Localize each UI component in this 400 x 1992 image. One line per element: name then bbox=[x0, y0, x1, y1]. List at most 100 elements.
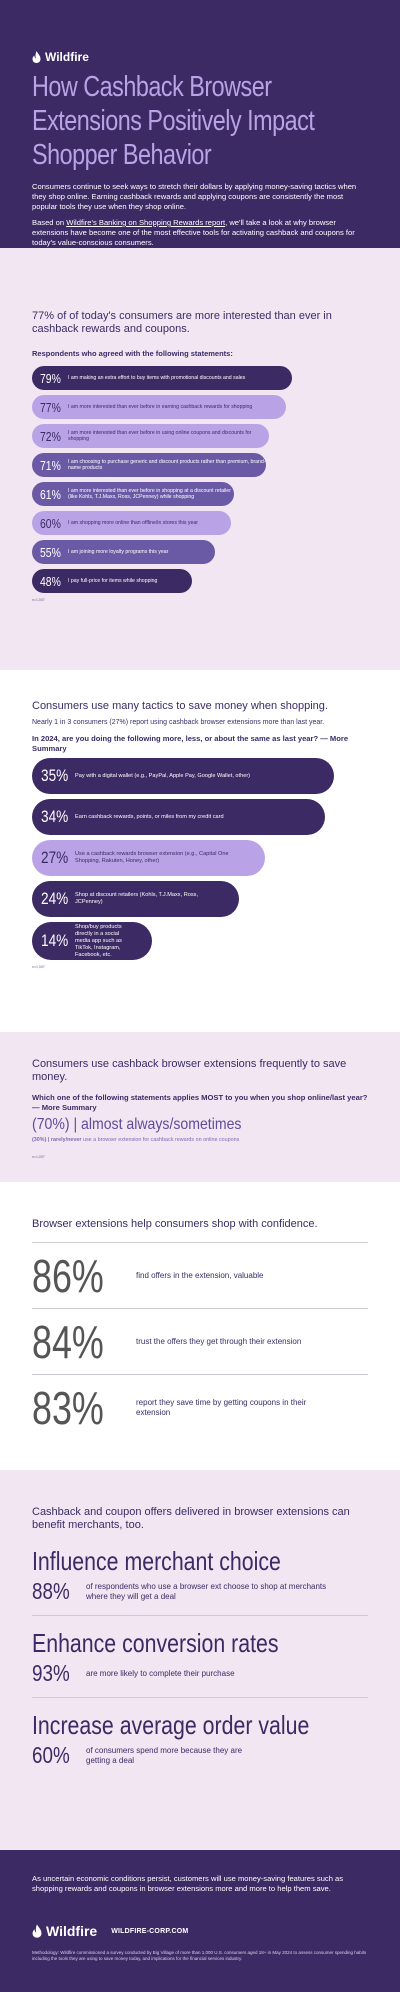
frequency-small-bold: (30%) | rarely/never bbox=[32, 1137, 82, 1143]
tactics-note: Nearly 1 in 3 consumers (27%) report usi… bbox=[32, 719, 325, 726]
header-section: Wildfire How Cashback Browser Extensions… bbox=[0, 0, 400, 248]
confidence-stat-row: 84% trust the offers they get through the… bbox=[32, 1308, 368, 1374]
tactics-stat-pill: 27% Use a cashback rewards browser extens… bbox=[32, 840, 265, 876]
website-link[interactable]: WILDFIRE-CORP.COM bbox=[111, 1927, 189, 1935]
frequency-small-rest: use a browser extension for cashback rew… bbox=[81, 1137, 240, 1143]
merchant-benefit-block: Increase average order value 60% of consum… bbox=[32, 1710, 368, 1779]
interest-stat-pill: 55% I am joining more loyalty programs th… bbox=[32, 540, 215, 564]
stat-percent: 55% bbox=[40, 544, 61, 560]
stat-label: I am joining more loyalty programs this … bbox=[68, 548, 169, 555]
stat-label: I am more interested than ever before in… bbox=[68, 487, 231, 501]
brand-name: Wildfire bbox=[45, 50, 89, 64]
footer-brand-row: Wildfire WILDFIRE-CORP.COM bbox=[32, 1923, 368, 1939]
stat-label: Pay with a digital wallet (e.g., PayPal,… bbox=[75, 772, 251, 779]
stat-label: I pay full-price for items while shoppin… bbox=[68, 577, 158, 584]
benefit-stat-row: 93% are more likely to complete their pur… bbox=[32, 1660, 368, 1687]
footer-wildfire-logo[interactable]: Wildfire bbox=[32, 1923, 97, 1939]
stat-percent: 71% bbox=[40, 457, 61, 473]
merchant-benefit-block: Influence merchant choice 88% of responden… bbox=[32, 1546, 368, 1616]
benefit-stat-row: 60% of consumers spend more because they … bbox=[32, 1742, 368, 1769]
stat-percent: 27% bbox=[41, 848, 69, 867]
stat-percent: 83% bbox=[32, 1381, 104, 1434]
frequency-section: Consumers use cashback browser extension… bbox=[0, 1032, 400, 1182]
stat-label: I am shopping more online than offline/i… bbox=[68, 519, 198, 526]
report-paragraph: Based on Wildfire's Banking on Shopping … bbox=[32, 218, 368, 248]
stat-label: of consumers spend more because they are… bbox=[86, 1745, 243, 1765]
stat-percent: 14% bbox=[41, 931, 69, 950]
merchant-benefit-list: Influence merchant choice 88% of responden… bbox=[32, 1546, 368, 1779]
interest-stat-pill: 79% I am making an extra effort to buy it… bbox=[32, 366, 292, 390]
confidence-section: Browser extensions help consumers shop w… bbox=[0, 1182, 400, 1470]
tactics-stat-pill: 35% Pay with a digital wallet (e.g., PayP… bbox=[32, 758, 334, 794]
confidence-stat-row: 86% find offers in the extension, valuabl… bbox=[32, 1242, 368, 1308]
stat-label: Earn cashback rewards, points, or miles … bbox=[75, 813, 224, 820]
tactics-stat-pill: 14% Shop/buy products directly in a socia… bbox=[32, 922, 152, 960]
closing-paragraph: As uncertain economic conditions persist… bbox=[32, 1874, 344, 1893]
stat-percent: 86% bbox=[32, 1249, 104, 1302]
tactics-heading: Consumers use many tactics to save money… bbox=[32, 700, 328, 712]
stat-label: are more likely to complete their purcha… bbox=[86, 1668, 235, 1678]
stat-percent: 77% bbox=[40, 399, 61, 415]
tactics-stat-pill: 34% Earn cashback rewards, points, or mil… bbox=[32, 799, 326, 835]
stat-percent: 88% bbox=[32, 1578, 70, 1604]
stat-label: Shop at discount retailers (Kohls, T.J.M… bbox=[75, 892, 199, 905]
stat-label: Use a cashback rewards browser extension… bbox=[75, 851, 229, 864]
stat-label: I am choosing to purchase generic and di… bbox=[68, 458, 266, 472]
report-prefix: Based on bbox=[32, 218, 67, 227]
confidence-heading: Browser extensions help consumers shop w… bbox=[32, 1218, 318, 1230]
frequency-question: Which one of the following statements ap… bbox=[32, 1093, 368, 1112]
stat-label: trust the offers they get through their … bbox=[136, 1336, 302, 1346]
stat-percent: 60% bbox=[40, 515, 61, 531]
benefit-title: Influence merchant choice bbox=[32, 1546, 281, 1576]
stat-percent: 61% bbox=[40, 486, 61, 502]
footer-section: As uncertain economic conditions persist… bbox=[0, 1850, 400, 1992]
benefit-title: Increase average order value bbox=[32, 1710, 310, 1740]
stat-percent: 48% bbox=[40, 573, 61, 589]
stat-label: report they save time by getting coupons… bbox=[136, 1397, 307, 1417]
interest-heading: 77% of of today's consumers are more int… bbox=[32, 310, 332, 335]
methodology-note: Methodology: Wildfire commissioned a sur… bbox=[32, 1950, 367, 1961]
report-suffix: , we'll take a look at why browser exten… bbox=[32, 218, 355, 247]
frequency-small-stat: (30%) | rarely/never use a browser exten… bbox=[32, 1137, 368, 1143]
interest-stat-pill: 71% I am choosing to purchase generic and… bbox=[32, 453, 267, 477]
interest-stat-pill: 48% I pay full-price for items while shop… bbox=[32, 569, 192, 593]
frequency-big-stat: (70%) | almost always/sometimes bbox=[32, 1116, 242, 1133]
tactics-stat-list: 35% Pay with a digital wallet (e.g., PayP… bbox=[32, 758, 368, 960]
tactics-question: In 2024, are you doing the following mor… bbox=[32, 734, 349, 753]
interest-stat-pill: 61% I am more interested than ever before… bbox=[32, 482, 234, 506]
flame-icon bbox=[32, 51, 41, 63]
stat-percent: 34% bbox=[41, 807, 69, 826]
interest-stat-list: 79% I am making an extra effort to buy it… bbox=[32, 366, 368, 593]
intro-paragraph: Consumers continue to seek ways to stret… bbox=[32, 182, 357, 211]
stat-label: Shop/buy products directly in a social m… bbox=[75, 923, 122, 958]
tactics-section: Consumers use many tactics to save money… bbox=[0, 670, 400, 1032]
stat-percent: 84% bbox=[32, 1315, 104, 1368]
stat-label: of respondents who use a browser ext cho… bbox=[86, 1581, 327, 1601]
frequency-heading: Consumers use cashback browser extension… bbox=[32, 1058, 347, 1083]
frequency-source-note: n=1,007 bbox=[32, 1155, 45, 1159]
interest-subheading: Respondents who agreed with the followin… bbox=[32, 349, 233, 358]
merchant-benefit-block: Enhance conversion rates 93% are more like… bbox=[32, 1628, 368, 1698]
interest-section: 77% of of today's consumers are more int… bbox=[0, 248, 400, 670]
confidence-stat-list: 86% find offers in the extension, valuabl… bbox=[32, 1242, 368, 1440]
benefit-title: Enhance conversion rates bbox=[32, 1628, 279, 1658]
stat-label: I am more interested than ever before in… bbox=[68, 429, 252, 443]
stat-percent: 79% bbox=[40, 370, 61, 386]
flame-icon bbox=[32, 1924, 42, 1938]
interest-source-note: n=1,007 bbox=[32, 598, 45, 602]
stat-percent: 35% bbox=[41, 766, 69, 785]
interest-stat-pill: 72% I am more interested than ever before… bbox=[32, 424, 270, 448]
wildfire-logo[interactable]: Wildfire bbox=[32, 50, 368, 64]
tactics-stat-pill: 24% Shop at discount retailers (Kohls, T.… bbox=[32, 881, 239, 917]
page-title: How Cashback Browser Extensions Positive… bbox=[32, 71, 315, 171]
tactics-source-note: n=1,007 bbox=[32, 965, 45, 969]
stat-label: find offers in the extension, valuable bbox=[136, 1270, 264, 1280]
stat-label: I am more interested than ever before in… bbox=[68, 403, 253, 410]
interest-stat-pill: 77% I am more interested than ever before… bbox=[32, 395, 286, 419]
stat-percent: 72% bbox=[40, 428, 61, 444]
stat-percent: 93% bbox=[32, 1660, 70, 1686]
merchants-heading: Cashback and coupon offers delivered in … bbox=[32, 1506, 350, 1531]
report-link[interactable]: Wildfire's Banking on Shopping Rewards r… bbox=[66, 218, 226, 227]
stat-percent: 24% bbox=[41, 889, 69, 908]
benefit-stat-row: 88% of respondents who use a browser ext … bbox=[32, 1578, 368, 1605]
